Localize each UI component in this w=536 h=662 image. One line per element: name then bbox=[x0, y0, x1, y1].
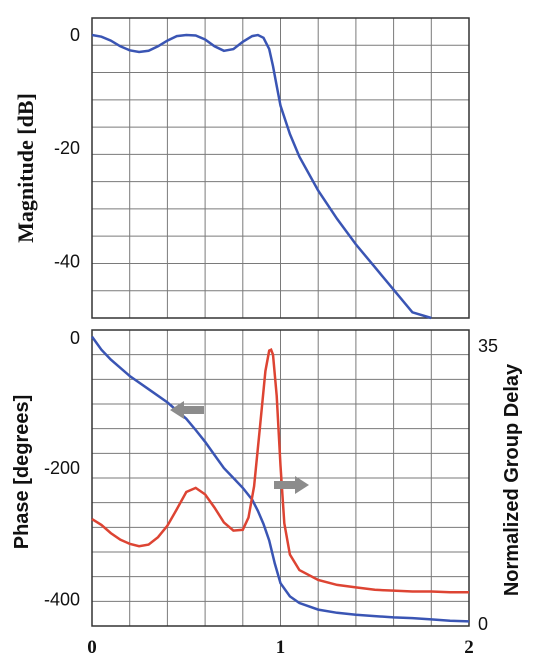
phase-y-tick-labels: 0 -200 -400 bbox=[44, 328, 80, 610]
phase-y-tick-label: -400 bbox=[44, 590, 80, 610]
group-delay-y-axis-label: Normalized Group Delay bbox=[501, 363, 523, 596]
x-tick-label: 2 bbox=[464, 637, 474, 658]
phase-y-tick-label: 0 bbox=[70, 328, 80, 348]
phase-panel: 0 -200 -400 35 0 0 1 2 Phase [degrees] Normal… bbox=[11, 328, 523, 658]
magnitude-y-axis-label: Magnitude [dB] bbox=[13, 93, 38, 243]
arrow-right-icon bbox=[274, 476, 309, 494]
group-delay-y-tick-labels: 35 0 bbox=[478, 336, 498, 634]
magnitude-y-tick-label: 0 bbox=[70, 25, 80, 45]
group-delay-y-tick-label: 0 bbox=[478, 614, 488, 634]
magnitude-y-tick-label: -40 bbox=[54, 251, 80, 271]
phase-y-axis-label: Phase [degrees] bbox=[11, 395, 33, 550]
magnitude-y-tick-labels: 0 -20 -40 bbox=[54, 25, 80, 271]
magnitude-panel: 0 -20 -40 Magnitude [dB] bbox=[13, 18, 469, 318]
magnitude-series-line bbox=[92, 35, 431, 318]
group-delay-y-tick-label: 35 bbox=[478, 336, 498, 356]
phase-y-tick-label: -200 bbox=[44, 458, 80, 478]
magnitude-y-tick-label: -20 bbox=[54, 138, 80, 158]
magnitude-grid bbox=[92, 18, 469, 318]
x-tick-labels: 0 1 2 bbox=[87, 637, 474, 658]
x-tick-label: 0 bbox=[87, 637, 97, 658]
x-tick-label: 1 bbox=[276, 637, 286, 658]
